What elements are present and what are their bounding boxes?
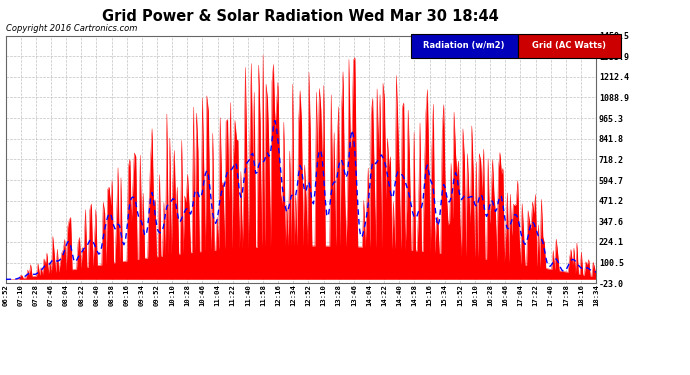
Text: Grid (AC Watts): Grid (AC Watts) [532, 42, 607, 51]
Text: Radiation (w/m2): Radiation (w/m2) [423, 42, 505, 51]
Text: Copyright 2016 Cartronics.com: Copyright 2016 Cartronics.com [6, 24, 137, 33]
Text: Grid Power & Solar Radiation Wed Mar 30 18:44: Grid Power & Solar Radiation Wed Mar 30 … [101, 9, 498, 24]
